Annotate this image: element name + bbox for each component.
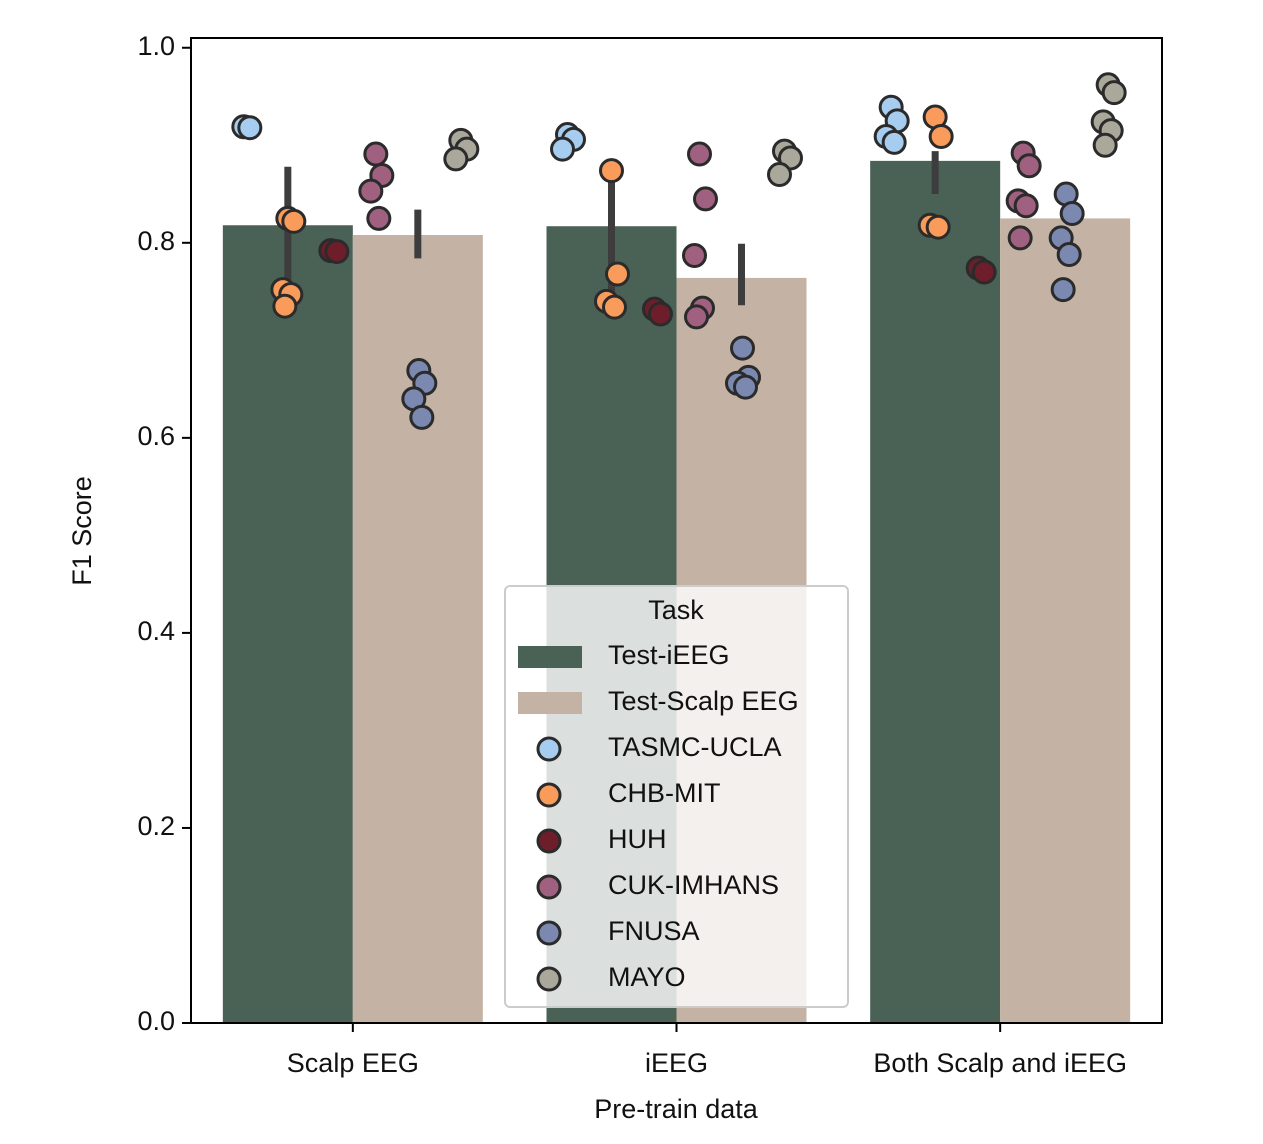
legend-label: CHB-MIT <box>608 778 720 808</box>
x-tick-label: Both Scalp and iEEG <box>873 1048 1127 1078</box>
legend-marker <box>536 874 562 900</box>
data-point <box>648 301 673 327</box>
legend-label: Test-Scalp EEG <box>608 686 799 716</box>
data-point <box>599 158 624 184</box>
legend-label: HUH <box>608 824 667 854</box>
data-point <box>971 259 997 285</box>
data-point <box>1056 242 1082 268</box>
data-point <box>1016 153 1042 179</box>
y-tick-label: 1.0 <box>137 31 175 61</box>
data-point <box>443 146 469 172</box>
y-tick-label: 0.8 <box>137 226 175 256</box>
data-point <box>409 404 435 430</box>
bar <box>870 160 1001 1023</box>
legend-swatch <box>518 692 582 714</box>
legend-marker <box>536 736 562 762</box>
legend-label: Test-iEEG <box>608 640 730 670</box>
data-point <box>1013 193 1039 219</box>
legend-label: MAYO <box>608 962 686 992</box>
legend-title: Task <box>648 595 704 625</box>
data-point <box>363 141 389 167</box>
data-point <box>767 162 792 188</box>
data-point <box>602 294 627 320</box>
bar <box>1000 218 1131 1024</box>
x-tick-label: iEEG <box>645 1048 708 1078</box>
data-point <box>237 115 263 141</box>
legend: Task Test-iEEG Test-Scalp EEG TASMC-UCLA CHB… <box>504 585 849 1008</box>
data-point <box>272 293 298 319</box>
data-point <box>1007 225 1033 251</box>
bar <box>352 235 483 1023</box>
x-tick-label: Scalp EEG <box>287 1048 419 1078</box>
legend-marker <box>536 920 562 946</box>
x-axis-label: Pre-train data <box>594 1094 759 1124</box>
legend-label: TASMC-UCLA <box>608 732 782 762</box>
bar <box>222 225 353 1023</box>
data-point <box>605 261 630 287</box>
y-axis-label: F1 Score <box>67 476 97 586</box>
y-tick-label: 0.6 <box>137 421 175 451</box>
data-point <box>1059 201 1085 227</box>
y-tick-label: 0.2 <box>137 811 175 841</box>
data-point <box>730 335 755 361</box>
data-point <box>687 141 712 167</box>
data-point <box>733 374 758 400</box>
data-point <box>684 304 709 330</box>
legend-label: CUK-IMHANS <box>608 870 779 900</box>
y-tick-label: 0.0 <box>137 1006 175 1036</box>
legend-marker <box>536 966 562 992</box>
data-point <box>281 208 307 234</box>
legend-label: FNUSA <box>608 916 700 946</box>
legend-marker <box>536 782 562 808</box>
legend-marker <box>536 828 562 854</box>
data-point <box>324 239 350 265</box>
data-point <box>682 242 707 268</box>
data-point <box>1092 132 1118 158</box>
data-point <box>550 136 575 162</box>
data-point <box>693 186 718 212</box>
data-point <box>925 214 951 240</box>
legend-swatch <box>518 646 582 668</box>
data-point <box>881 129 907 155</box>
data-point <box>358 178 384 204</box>
legend-box <box>504 585 849 1008</box>
data-point <box>928 124 954 149</box>
data-point <box>366 205 392 231</box>
y-tick-label: 0.4 <box>137 616 175 646</box>
data-point <box>1101 80 1127 106</box>
data-point <box>1050 277 1076 303</box>
